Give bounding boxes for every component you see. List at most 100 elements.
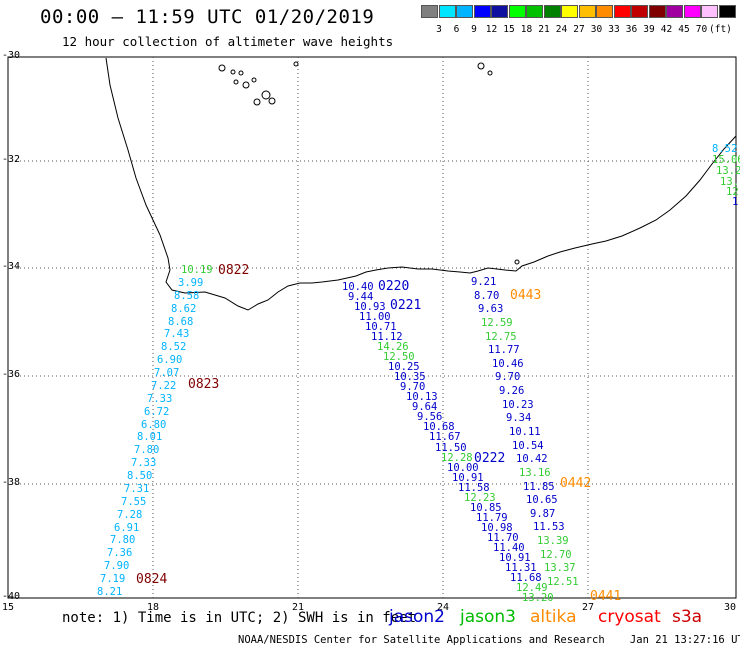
- scale-swatch: [596, 5, 613, 18]
- scale-label: 18: [520, 24, 533, 35]
- track-value: 9.87: [530, 508, 556, 520]
- track-value: 11.00: [359, 311, 391, 323]
- track-value: 10.13: [406, 391, 438, 403]
- satellite-cryosat: cryosat: [598, 607, 661, 627]
- track-value: 9.70: [495, 371, 521, 383]
- track-value: 9.64: [412, 401, 438, 413]
- lon-label: 15: [2, 602, 15, 613]
- track-value: 13.: [720, 176, 739, 188]
- track-value: 8.58: [174, 290, 200, 302]
- track-value: 7.07: [154, 367, 180, 379]
- time-label: 0441: [590, 589, 622, 604]
- track-value: 9.44: [348, 291, 374, 303]
- track-value: 7.90: [104, 560, 130, 572]
- track-value: 11.68: [510, 572, 542, 584]
- track-value: 11.31: [505, 562, 537, 574]
- track-value: 10.19: [181, 264, 213, 276]
- map-frame: [7, 56, 737, 599]
- track-value: 11.58: [458, 482, 490, 494]
- lon-label: 30: [724, 602, 737, 613]
- island: [242, 81, 250, 89]
- scale-label: 6: [453, 24, 460, 35]
- track-value: 9.34: [506, 412, 532, 424]
- track-value: 9.21: [471, 276, 497, 288]
- track-value: 10.40: [342, 281, 374, 293]
- track-value: 8.01: [137, 431, 163, 443]
- scale-label: 33: [608, 24, 620, 35]
- scale-label: 45: [678, 24, 690, 35]
- scale-label: 70: [695, 24, 708, 35]
- track-value: 12.49: [516, 582, 548, 594]
- credit-line: NOAA/NESDIS Center for Satellite Applica…: [238, 634, 740, 646]
- track-value: 7.55: [121, 496, 147, 508]
- scale-swatch: [578, 5, 596, 18]
- map-subtitle: 12 hour collection of altimeter wave hei…: [62, 34, 394, 49]
- track-value: 13.39: [537, 535, 569, 547]
- track-value: 10.42: [516, 453, 548, 465]
- scale-label: 24: [555, 24, 568, 35]
- track-value: 9.70: [400, 381, 426, 393]
- time-label: 0220: [378, 279, 410, 294]
- track-value: 7.33: [131, 457, 157, 469]
- island: [233, 79, 239, 85]
- track-value: 9.26: [499, 385, 525, 397]
- track-value: 8.21: [97, 586, 123, 598]
- track-value: 9.63: [478, 303, 504, 315]
- track-value: 8.68: [168, 316, 194, 328]
- track-value: 10.11: [509, 426, 541, 438]
- track-value: 7.80: [134, 444, 160, 456]
- island: [251, 77, 257, 83]
- lat-label: -36: [2, 369, 21, 380]
- track-value: 11.50: [435, 442, 467, 454]
- track-value: 10.98: [481, 522, 513, 534]
- time-label: 0221: [390, 298, 422, 313]
- scale-swatch: [473, 5, 491, 18]
- track-value: 6.90: [157, 354, 183, 366]
- track-value: 7.19: [100, 573, 126, 585]
- island: [477, 62, 485, 70]
- lat-label: -34: [2, 261, 21, 272]
- scale-label: 36: [625, 24, 638, 35]
- track-value: 10.93: [354, 301, 386, 313]
- footnote: note: 1) Time is in UTC; 2) SWH is in fe…: [62, 610, 417, 626]
- track-value: 11.70: [487, 532, 519, 544]
- track-value: 8.50: [127, 470, 153, 482]
- track-value: 10.91: [499, 552, 531, 564]
- track-value: 11.79: [476, 512, 508, 524]
- scale-label: 21: [538, 24, 550, 35]
- track-value: 14.26: [377, 341, 409, 353]
- scale-swatch: [631, 5, 648, 18]
- scale-swatch: [613, 5, 631, 18]
- track-value: 12.51: [547, 576, 579, 588]
- track-value: 15.06: [712, 154, 740, 166]
- track-value: 13.16: [519, 467, 551, 479]
- scale-swatch: [666, 5, 683, 18]
- track-value: 8.62: [171, 303, 197, 315]
- track-value: 12.75: [485, 331, 517, 343]
- island: [261, 90, 271, 100]
- scale-label: 3: [436, 24, 442, 35]
- scale-swatch: [648, 5, 666, 18]
- lon-label: 27: [582, 602, 595, 613]
- track-value: 12.23: [464, 492, 496, 504]
- island: [514, 259, 520, 265]
- scale-label: 27: [573, 24, 585, 35]
- time-label: 0443: [510, 288, 542, 303]
- scale-swatch: [683, 5, 701, 18]
- island: [487, 70, 493, 76]
- track-value: 11.40: [493, 542, 525, 554]
- track-value: 3.99: [178, 277, 204, 289]
- track-value: 1: [732, 196, 739, 208]
- track-value: 10.35: [394, 371, 426, 383]
- island: [293, 61, 299, 67]
- lat-label: -38: [2, 477, 21, 488]
- lon-label: 21: [292, 602, 305, 613]
- track-value: 12.70: [540, 549, 572, 561]
- track-value: 7.80: [110, 534, 136, 546]
- track-value: 10.23: [502, 399, 534, 411]
- track-value: 10.85: [470, 502, 502, 514]
- scale-swatch: [421, 5, 438, 18]
- island: [238, 70, 244, 76]
- time-label: 0442: [560, 476, 592, 491]
